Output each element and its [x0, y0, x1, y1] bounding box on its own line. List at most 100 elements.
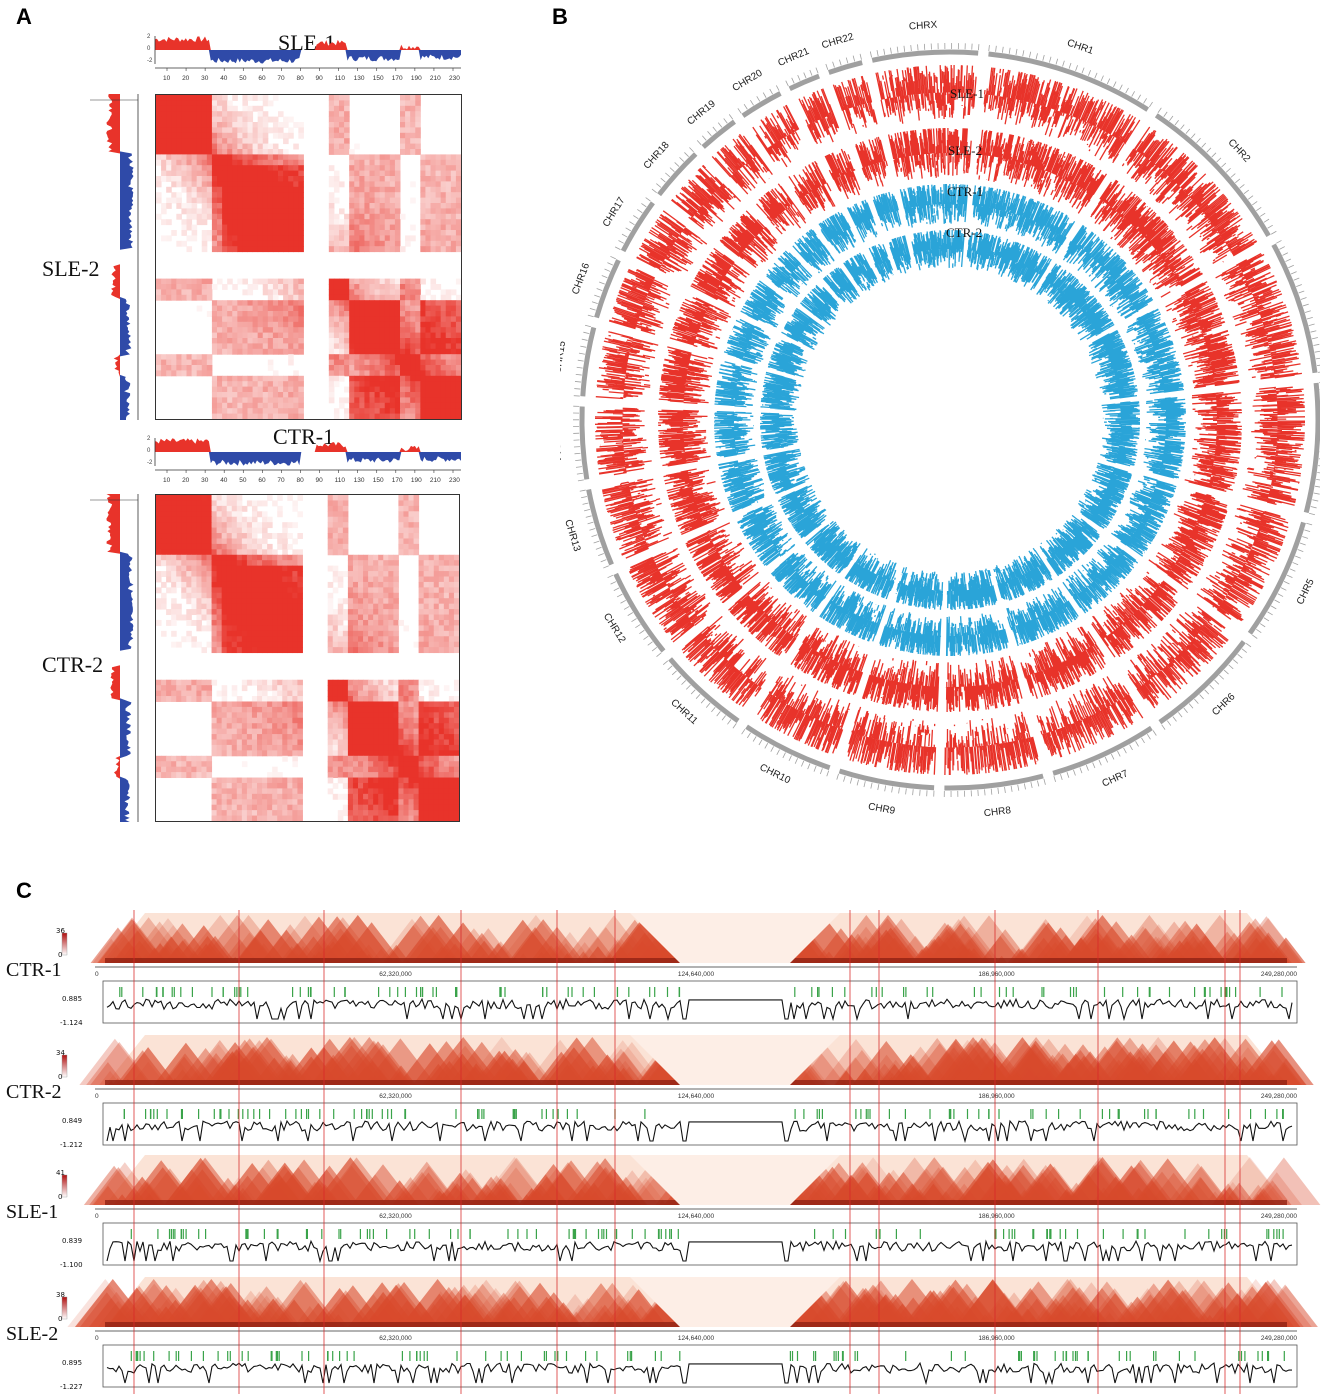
ring-bars	[1062, 544, 1139, 614]
chrom-chr14: CHR14	[560, 405, 799, 482]
sample-row-ctr-2: 0 62,320,000 124,640,000 186,960,000 249,280…	[61, 1035, 1314, 1146]
ring-bars	[1078, 462, 1132, 529]
insulation-line	[106, 1239, 1293, 1264]
ring-bars	[1215, 253, 1302, 380]
sample-label: SLE-2	[6, 1323, 59, 1345]
ring-bars	[636, 210, 708, 274]
chrom-label: CHR3	[1316, 284, 1320, 314]
chrom-label: CHR13	[562, 518, 582, 553]
ring-bars	[1165, 281, 1240, 389]
tad-marks	[130, 1229, 1284, 1239]
chrom-label: CHR6	[1210, 691, 1238, 718]
eigen-xtick: 10	[163, 477, 171, 484]
eigen-xtick: 50	[239, 75, 247, 82]
ring-bars	[895, 567, 944, 610]
axis-tick: 249,280,000	[1261, 1213, 1298, 1220]
side-eigen-negative	[120, 94, 134, 420]
chrom-label: CHR16	[570, 261, 592, 296]
ring-bars	[713, 411, 756, 458]
eigen-xtick: 150	[373, 75, 384, 82]
eigen-ytick: 2	[147, 34, 151, 40]
chrom-chr1: CHR1	[966, 38, 1153, 291]
eigen-xtick: 110	[335, 75, 346, 82]
ring-bars	[1111, 475, 1177, 557]
ring-bars	[756, 183, 807, 235]
ring-bars	[855, 136, 888, 187]
axis-tick: 249,280,000	[1261, 1093, 1298, 1100]
chrom-label: CHR21	[776, 46, 811, 69]
ring-bars	[1062, 224, 1154, 320]
ring-bars	[824, 148, 861, 200]
panel-a-top-side-label: SLE-2	[42, 256, 100, 281]
ring-bars	[737, 504, 796, 566]
ring-bars	[670, 164, 742, 230]
eigen-xtick: 210	[430, 477, 441, 484]
side-eigen-positive	[106, 494, 120, 822]
ring-bars	[1036, 676, 1144, 758]
chrom-label: CHR2	[1226, 137, 1253, 165]
axis-tick: 62,320,000	[379, 971, 412, 978]
ring-bars	[663, 468, 725, 535]
ring-bars	[911, 229, 965, 271]
chrom-chr3: CHR3	[1088, 240, 1320, 400]
panel-b-letter: B	[552, 4, 568, 29]
eigen-xtick: 190	[411, 75, 422, 82]
chrom-label: CHR8	[983, 805, 1012, 819]
ring-bars	[966, 231, 1052, 291]
eigen-negative	[155, 452, 461, 466]
scale-max: 38	[56, 1291, 65, 1299]
track-max: 0.895	[62, 1359, 83, 1367]
axis-tick: 124,640,000	[678, 971, 715, 978]
tad-marks	[130, 1351, 1285, 1361]
eigen-ytick: 0	[147, 448, 151, 454]
track-min: -1.100	[60, 1261, 83, 1269]
ring-bars	[879, 608, 942, 656]
ring-bars	[993, 547, 1053, 601]
eigen-ytick: 0	[147, 46, 151, 52]
eigen-xtick: 130	[354, 75, 365, 82]
scale-max: 34	[56, 1049, 65, 1057]
ring-bars	[1039, 514, 1100, 577]
axis-tick: 186,960,000	[978, 971, 1015, 978]
ring-bars	[760, 371, 802, 411]
axis-tick: 124,640,000	[678, 1213, 715, 1220]
axis-tick: 249,280,000	[1261, 971, 1298, 978]
ring-bars	[767, 340, 808, 378]
ring-bars	[790, 627, 868, 695]
track-max: 0.839	[62, 1237, 83, 1245]
ring-bars	[844, 548, 897, 600]
axis-tick: 62,320,000	[379, 1213, 412, 1220]
axis-tick: 249,280,000	[1261, 1335, 1298, 1342]
ring-bars	[1126, 308, 1185, 395]
side-eigen-negative	[120, 494, 134, 822]
panel-a-top-side-track	[90, 94, 139, 420]
track-min: -1.212	[60, 1141, 83, 1149]
ring-bars	[594, 407, 652, 476]
chrom-chr4: CHR4	[1100, 382, 1320, 516]
sample-row-sle-1: 0 62,320,000 124,640,000 186,960,000 249,280…	[61, 1155, 1321, 1266]
ring-bars	[757, 675, 851, 754]
eigen-negative	[155, 50, 461, 64]
ring-bars	[805, 520, 861, 574]
panel-a-bottom-side-track	[90, 494, 139, 822]
ring-bars	[608, 268, 671, 335]
ring-bars	[728, 581, 807, 656]
track-max: 0.849	[62, 1117, 83, 1125]
panel-c-browser: 0 62,320,000 124,640,000 186,960,000 249,280…	[61, 910, 1321, 1394]
ring-bars	[1121, 126, 1258, 264]
panel-a-bottom-side-label: CTR-2	[42, 652, 104, 677]
chrom-chr10: CHR10	[741, 548, 897, 787]
side-eigen-positive	[106, 94, 120, 420]
scale-min: 0	[58, 951, 63, 959]
axis-tick: 0	[95, 1093, 99, 1100]
axis-tick: 186,960,000	[978, 1335, 1015, 1342]
eigen-xtick: 30	[201, 477, 209, 484]
chrom-label: CHR17	[601, 195, 628, 229]
ring-bars	[1006, 587, 1079, 647]
ring-bars	[1242, 386, 1306, 506]
ring-bars	[1143, 397, 1187, 479]
ring-bars	[1196, 504, 1289, 622]
ring-bars	[766, 250, 813, 298]
scale-min: 0	[58, 1073, 63, 1081]
eigen-xtick: 90	[316, 477, 324, 484]
